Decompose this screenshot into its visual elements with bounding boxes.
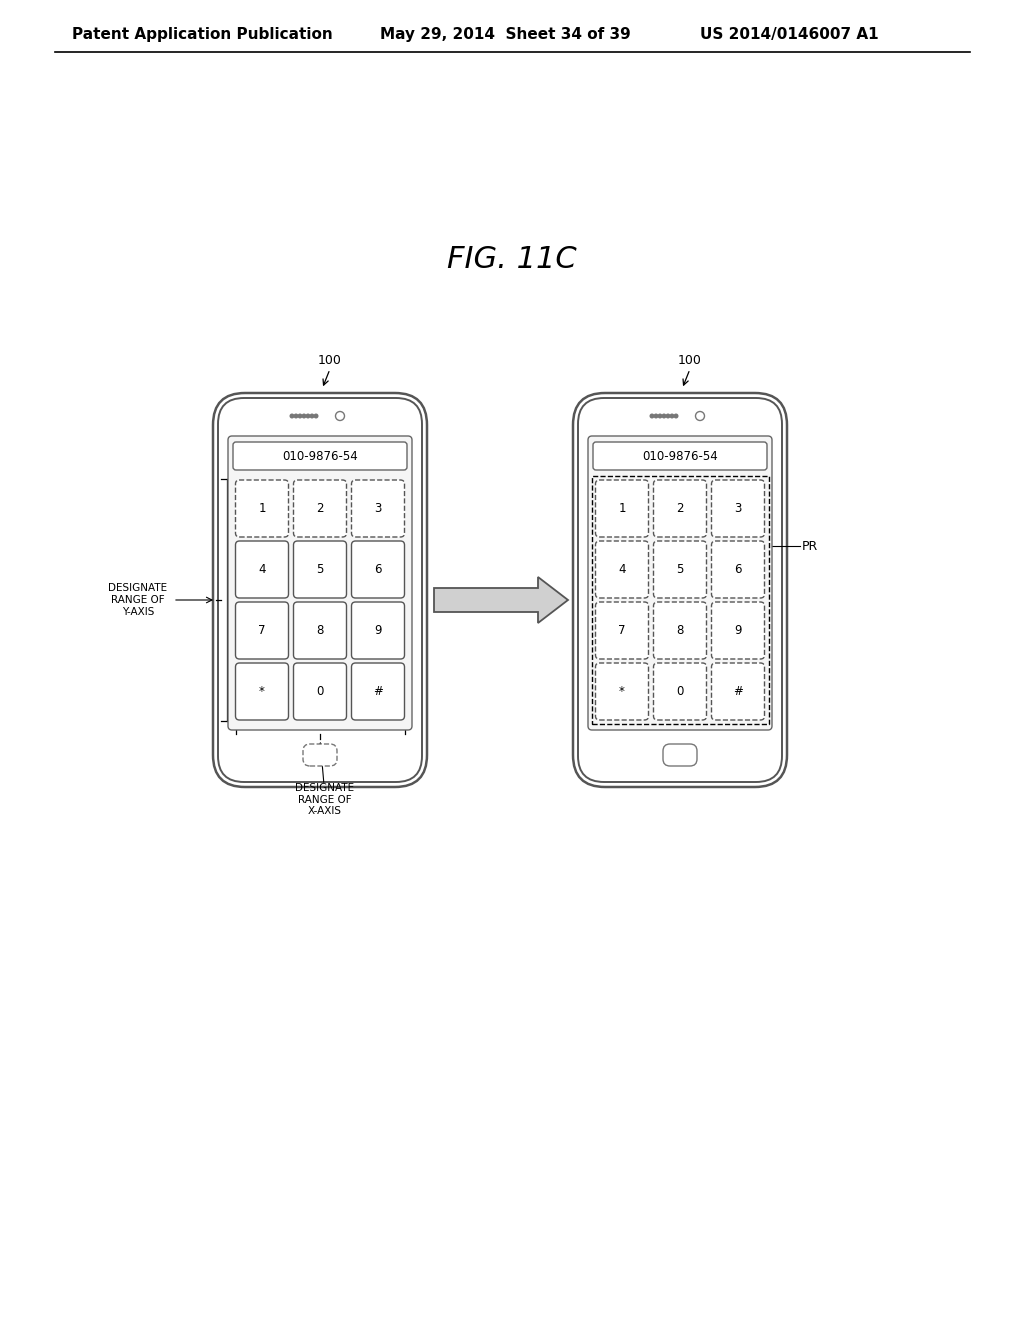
Circle shape bbox=[302, 414, 306, 418]
FancyBboxPatch shape bbox=[351, 541, 404, 598]
Text: 8: 8 bbox=[676, 624, 684, 638]
Circle shape bbox=[650, 414, 653, 418]
Circle shape bbox=[336, 412, 344, 421]
FancyBboxPatch shape bbox=[294, 480, 346, 537]
Circle shape bbox=[670, 414, 674, 418]
Text: 6: 6 bbox=[734, 564, 741, 576]
Text: *: * bbox=[259, 685, 265, 698]
Circle shape bbox=[654, 414, 657, 418]
Text: 7: 7 bbox=[258, 624, 266, 638]
Text: 6: 6 bbox=[374, 564, 382, 576]
FancyBboxPatch shape bbox=[236, 541, 289, 598]
Text: 1: 1 bbox=[258, 502, 266, 515]
Text: Patent Application Publication: Patent Application Publication bbox=[72, 28, 333, 42]
FancyBboxPatch shape bbox=[712, 541, 765, 598]
FancyBboxPatch shape bbox=[351, 602, 404, 659]
Text: 010-9876-54: 010-9876-54 bbox=[283, 450, 357, 462]
FancyBboxPatch shape bbox=[294, 541, 346, 598]
FancyBboxPatch shape bbox=[351, 663, 404, 719]
Text: 4: 4 bbox=[258, 564, 266, 576]
Text: 8: 8 bbox=[316, 624, 324, 638]
FancyBboxPatch shape bbox=[218, 399, 422, 781]
Bar bbox=[592, 477, 768, 723]
Text: US 2014/0146007 A1: US 2014/0146007 A1 bbox=[700, 28, 879, 42]
FancyBboxPatch shape bbox=[712, 602, 765, 659]
Circle shape bbox=[294, 414, 298, 418]
FancyBboxPatch shape bbox=[593, 442, 767, 470]
FancyBboxPatch shape bbox=[653, 541, 707, 598]
FancyBboxPatch shape bbox=[303, 744, 337, 766]
Text: 9: 9 bbox=[374, 624, 382, 638]
Text: May 29, 2014  Sheet 34 of 39: May 29, 2014 Sheet 34 of 39 bbox=[380, 28, 631, 42]
FancyBboxPatch shape bbox=[294, 602, 346, 659]
FancyBboxPatch shape bbox=[596, 541, 648, 598]
FancyBboxPatch shape bbox=[663, 744, 697, 766]
FancyBboxPatch shape bbox=[596, 663, 648, 719]
Text: DESIGNATE
RANGE OF
X-AXIS: DESIGNATE RANGE OF X-AXIS bbox=[296, 783, 354, 816]
FancyBboxPatch shape bbox=[653, 602, 707, 659]
Circle shape bbox=[306, 414, 310, 418]
Text: 0: 0 bbox=[316, 685, 324, 698]
Text: 100: 100 bbox=[318, 354, 342, 367]
Circle shape bbox=[290, 414, 294, 418]
FancyBboxPatch shape bbox=[233, 442, 407, 470]
Text: #: # bbox=[373, 685, 383, 698]
Text: 4: 4 bbox=[618, 564, 626, 576]
FancyBboxPatch shape bbox=[596, 480, 648, 537]
FancyBboxPatch shape bbox=[588, 436, 772, 730]
Circle shape bbox=[667, 414, 670, 418]
Text: 0: 0 bbox=[676, 685, 684, 698]
Text: 2: 2 bbox=[316, 502, 324, 515]
Text: DESIGNATE
RANGE OF
Y-AXIS: DESIGNATE RANGE OF Y-AXIS bbox=[109, 583, 168, 616]
Text: 3: 3 bbox=[375, 502, 382, 515]
Text: 5: 5 bbox=[676, 564, 684, 576]
FancyBboxPatch shape bbox=[213, 393, 427, 787]
Circle shape bbox=[298, 414, 302, 418]
Circle shape bbox=[674, 414, 678, 418]
Circle shape bbox=[310, 414, 313, 418]
FancyBboxPatch shape bbox=[294, 663, 346, 719]
FancyArrow shape bbox=[434, 577, 568, 623]
FancyBboxPatch shape bbox=[236, 602, 289, 659]
FancyBboxPatch shape bbox=[596, 602, 648, 659]
Text: 3: 3 bbox=[734, 502, 741, 515]
Text: 100: 100 bbox=[678, 354, 701, 367]
Circle shape bbox=[663, 414, 666, 418]
FancyBboxPatch shape bbox=[653, 480, 707, 537]
FancyBboxPatch shape bbox=[573, 393, 787, 787]
Text: 2: 2 bbox=[676, 502, 684, 515]
Circle shape bbox=[658, 414, 662, 418]
Text: FIG. 11C: FIG. 11C bbox=[447, 246, 577, 275]
Text: 9: 9 bbox=[734, 624, 741, 638]
FancyBboxPatch shape bbox=[351, 480, 404, 537]
FancyBboxPatch shape bbox=[236, 480, 289, 537]
Text: #: # bbox=[733, 685, 743, 698]
Text: *: * bbox=[620, 685, 625, 698]
Text: 7: 7 bbox=[618, 624, 626, 638]
Text: 5: 5 bbox=[316, 564, 324, 576]
FancyBboxPatch shape bbox=[228, 436, 412, 730]
Text: PR: PR bbox=[802, 540, 818, 553]
Text: 1: 1 bbox=[618, 502, 626, 515]
FancyBboxPatch shape bbox=[712, 663, 765, 719]
FancyBboxPatch shape bbox=[236, 663, 289, 719]
FancyBboxPatch shape bbox=[653, 663, 707, 719]
Circle shape bbox=[314, 414, 317, 418]
FancyBboxPatch shape bbox=[578, 399, 782, 781]
Text: 010-9876-54: 010-9876-54 bbox=[642, 450, 718, 462]
Circle shape bbox=[695, 412, 705, 421]
FancyBboxPatch shape bbox=[712, 480, 765, 537]
